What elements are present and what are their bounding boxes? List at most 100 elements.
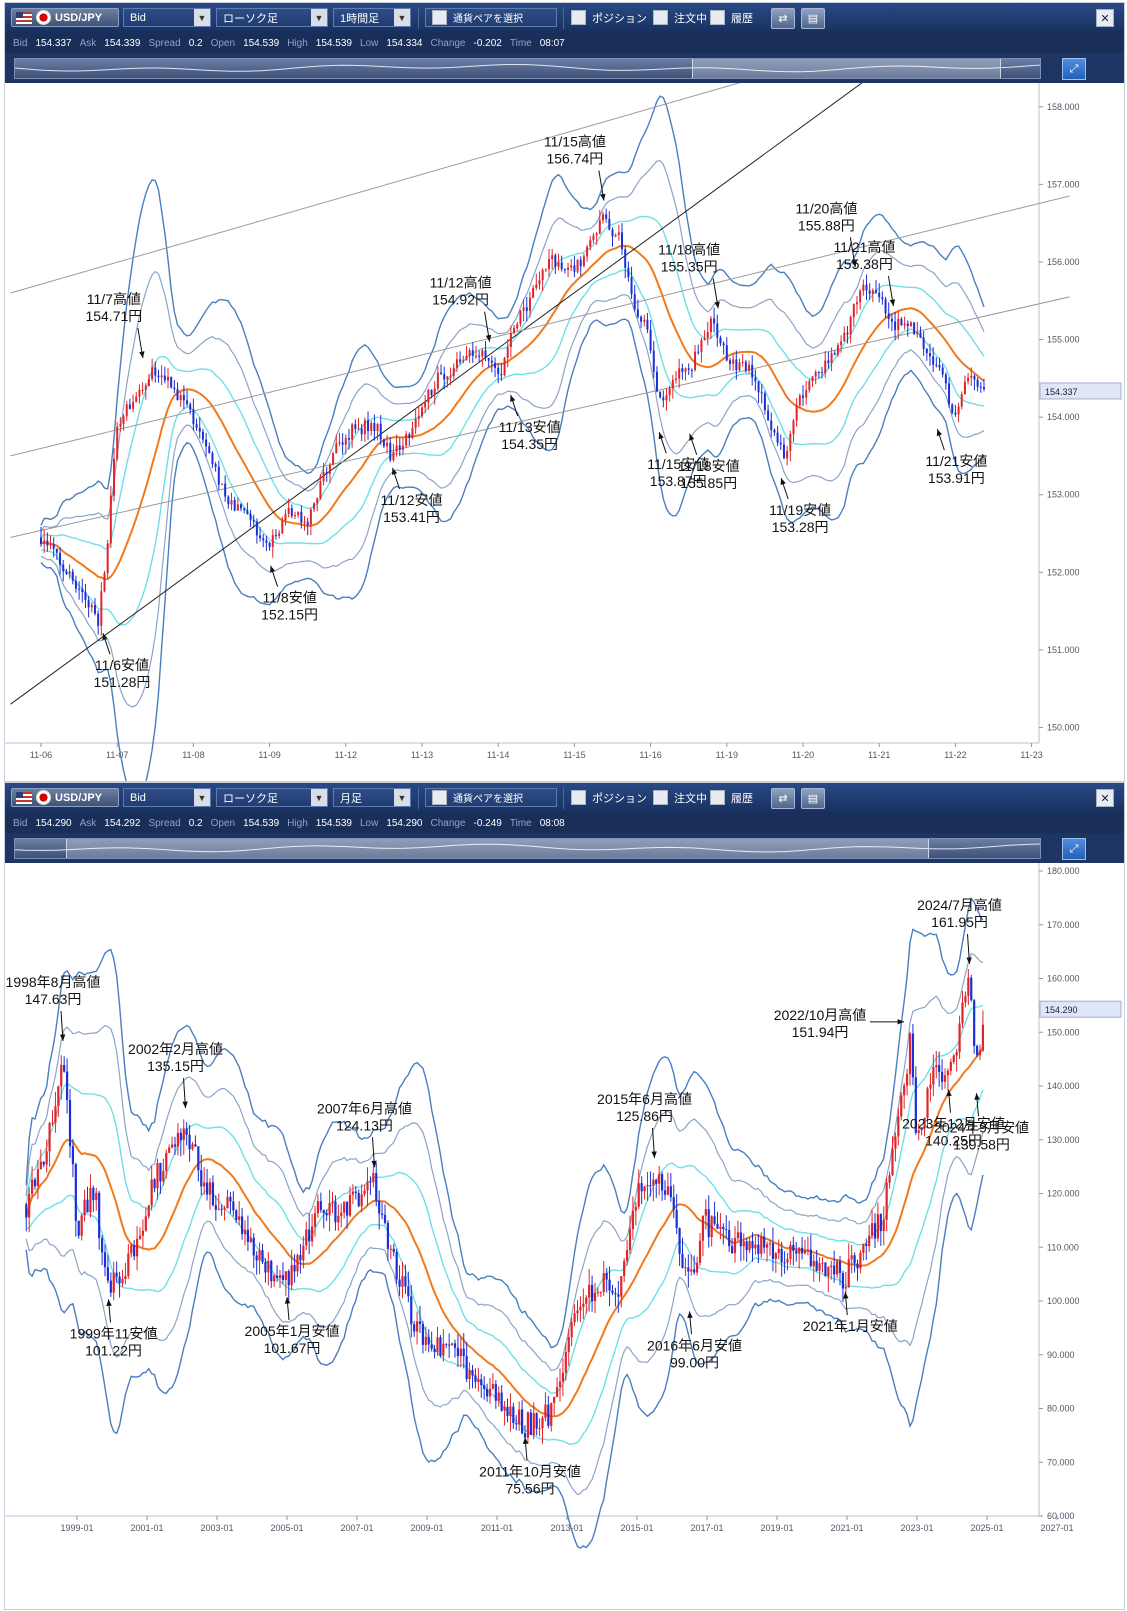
candle-body	[652, 1179, 655, 1186]
candle-body	[160, 375, 163, 378]
candle-body	[33, 1179, 37, 1187]
candle-body	[786, 450, 789, 459]
timeframe-select[interactable]: 月足 ▼	[333, 788, 411, 807]
annotation-value: 155.38円	[836, 256, 893, 272]
chart-settings-icon[interactable]: ⇄	[771, 788, 795, 809]
current-price-label: 154.337	[1045, 387, 1078, 397]
candle-body	[780, 1248, 783, 1263]
chevron-down-icon: ▼	[311, 9, 327, 26]
timeframe-select[interactable]: 1時間足 ▼	[333, 8, 411, 27]
window-icon[interactable]: ▤	[801, 788, 825, 809]
orders-checkbox[interactable]: 注文中	[653, 788, 707, 807]
candle-body	[380, 1213, 384, 1215]
candle-body	[138, 1235, 142, 1239]
candle-body	[595, 233, 598, 236]
expand-icon[interactable]: ⤢	[1062, 838, 1086, 860]
monthly-candlestick-chart[interactable]: 60.000 70.000 80.000 90.000 100.000 110.000 12…	[5, 863, 1124, 1609]
hourly-candlestick-chart[interactable]: 150.000 151.000 152.000 153.000 154.000 155.0…	[5, 83, 1124, 781]
annotation-label: 2015年6月高値	[597, 1091, 692, 1107]
navigator-scrollbar[interactable]	[14, 838, 1041, 859]
candle-body	[503, 357, 506, 376]
close-icon[interactable]: ✕	[1096, 789, 1114, 807]
candle-body	[602, 1273, 605, 1292]
candle-body	[840, 341, 843, 346]
navigator-window[interactable]	[691, 59, 1001, 78]
annotation-label: 2007年6月高値	[317, 1100, 412, 1116]
candle-body	[681, 368, 684, 372]
candle-body	[57, 1086, 60, 1107]
candle-body	[875, 290, 878, 293]
annotation-label: 2024年9月安値	[934, 1119, 1029, 1135]
candle-body	[808, 381, 811, 391]
orders-checkbox[interactable]: 注文中	[653, 8, 707, 27]
position-checkbox[interactable]: ポジション	[571, 788, 647, 807]
candle-body	[824, 360, 827, 374]
candle-body	[274, 535, 277, 537]
close-icon[interactable]: ✕	[1096, 9, 1114, 27]
window-icon[interactable]: ▤	[801, 8, 825, 29]
candle-body	[763, 393, 766, 411]
candle-body	[369, 1181, 372, 1183]
annotation-label: 2021年1月安値	[803, 1318, 898, 1334]
currency-pair-button[interactable]: USD/JPY	[11, 788, 119, 807]
candle-body	[585, 1297, 588, 1304]
x-tick-label: 11-21	[868, 750, 890, 760]
candle-body	[506, 346, 509, 358]
annotation-arrowhead	[371, 1160, 377, 1168]
annotation-arrowhead	[946, 1089, 952, 1097]
candle-body	[40, 537, 42, 544]
select-pair-button[interactable]: 通貨ペアを選択	[425, 788, 557, 807]
price-type-select[interactable]: Bid ▼	[123, 8, 211, 27]
navigator-window[interactable]	[66, 839, 930, 858]
annotation-value: 75.56円	[505, 1480, 554, 1496]
candle-body	[147, 379, 150, 386]
select-pair-button[interactable]: 通貨ペアを選択	[425, 8, 557, 27]
navigator-scrollbar[interactable]	[14, 58, 1041, 79]
candle-body	[54, 1106, 57, 1123]
candle-body	[949, 1061, 952, 1071]
candle-body	[713, 1216, 716, 1224]
candle-body	[474, 355, 477, 357]
chart-type-select[interactable]: ローソク足 ▼	[216, 8, 328, 27]
candle-body	[944, 374, 947, 384]
candle-body	[725, 1229, 728, 1231]
candle-body	[847, 1259, 850, 1288]
chart-type-select[interactable]: ローソク足 ▼	[216, 788, 328, 807]
candle-body	[322, 472, 325, 482]
candle-body	[951, 404, 954, 413]
candle-body	[121, 1278, 124, 1284]
candle-body	[871, 290, 874, 294]
currency-pair-button[interactable]: USD/JPY	[11, 8, 119, 27]
current-price-label: 154.290	[1045, 1005, 1078, 1015]
expand-icon[interactable]: ⤢	[1062, 58, 1086, 80]
annotation-value: 153.41円	[383, 509, 440, 525]
candle-body	[684, 368, 687, 372]
candle-body	[935, 364, 938, 366]
candle-body	[570, 1322, 573, 1338]
candle-body	[284, 1271, 287, 1280]
candle-body	[427, 1336, 430, 1345]
price-type-select[interactable]: Bid ▼	[123, 788, 211, 807]
candle-body	[730, 1246, 734, 1254]
candle-body	[567, 267, 570, 270]
candle-body	[366, 1181, 369, 1191]
candle-body	[975, 1045, 979, 1056]
candle-body	[719, 337, 722, 344]
position-checkbox[interactable]: ポジション	[571, 8, 647, 27]
chart-settings-icon[interactable]: ⇄	[771, 8, 795, 29]
candle-body	[182, 1128, 185, 1141]
candle-body	[885, 1182, 888, 1220]
candle-body	[509, 333, 512, 347]
candle-body	[156, 1162, 159, 1189]
candle-body	[954, 412, 957, 415]
annotation-label: 2016年6月安値	[647, 1337, 742, 1353]
candle-body	[981, 1024, 985, 1051]
candle-body	[188, 1134, 191, 1150]
history-checkbox[interactable]: 履歴	[710, 8, 753, 27]
candle-body	[528, 297, 531, 312]
candle-body	[287, 508, 290, 515]
candle-body	[709, 318, 712, 333]
annotation-arrowhead	[651, 1151, 657, 1158]
history-checkbox[interactable]: 履歴	[710, 788, 753, 807]
candle-body	[614, 1293, 617, 1295]
